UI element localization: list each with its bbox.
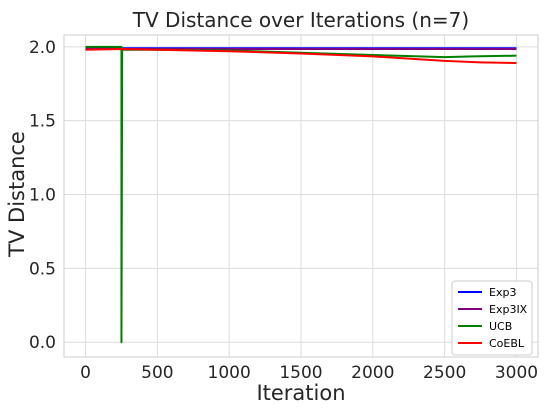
legend-label: Exp3 xyxy=(489,286,516,299)
y-tick-label: 1.0 xyxy=(29,186,56,206)
x-tick-label: 1000 xyxy=(208,363,251,383)
x-tick-label: 500 xyxy=(141,363,173,383)
legend-label: Exp3IX xyxy=(489,303,528,316)
x-tick-label: 3000 xyxy=(495,363,538,383)
legend-box xyxy=(451,280,533,356)
x-axis-label: Iteration xyxy=(256,381,345,405)
x-tick-labels: 0 500 1000 1500 2000 2500 3000 xyxy=(80,363,538,383)
x-tick-label: 1500 xyxy=(279,363,322,383)
y-tick-label: 1.5 xyxy=(29,112,56,132)
plot-frame xyxy=(63,34,539,358)
x-tick-label: 0 xyxy=(80,363,91,383)
y-axis-label: TV Distance xyxy=(5,131,29,258)
gridlines xyxy=(64,35,538,357)
y-tick-label: 0.5 xyxy=(29,259,56,279)
y-tick-labels: 0.0 0.5 1.0 1.5 2.0 xyxy=(29,38,56,353)
legend-label: CoEBL xyxy=(489,337,525,350)
series-layer xyxy=(85,45,517,344)
y-tick-label: 0.0 xyxy=(29,333,56,353)
y-tick-label: 2.0 xyxy=(29,38,56,58)
x-tick-label: 2000 xyxy=(351,363,394,383)
legend: Exp3 Exp3IX UCB CoEBL xyxy=(451,280,533,356)
chart-title: TV Distance over Iterations (n=7) xyxy=(132,8,469,32)
series-line-coebl xyxy=(85,48,517,65)
legend-label: UCB xyxy=(489,320,512,333)
x-tick-label: 2500 xyxy=(423,363,466,383)
